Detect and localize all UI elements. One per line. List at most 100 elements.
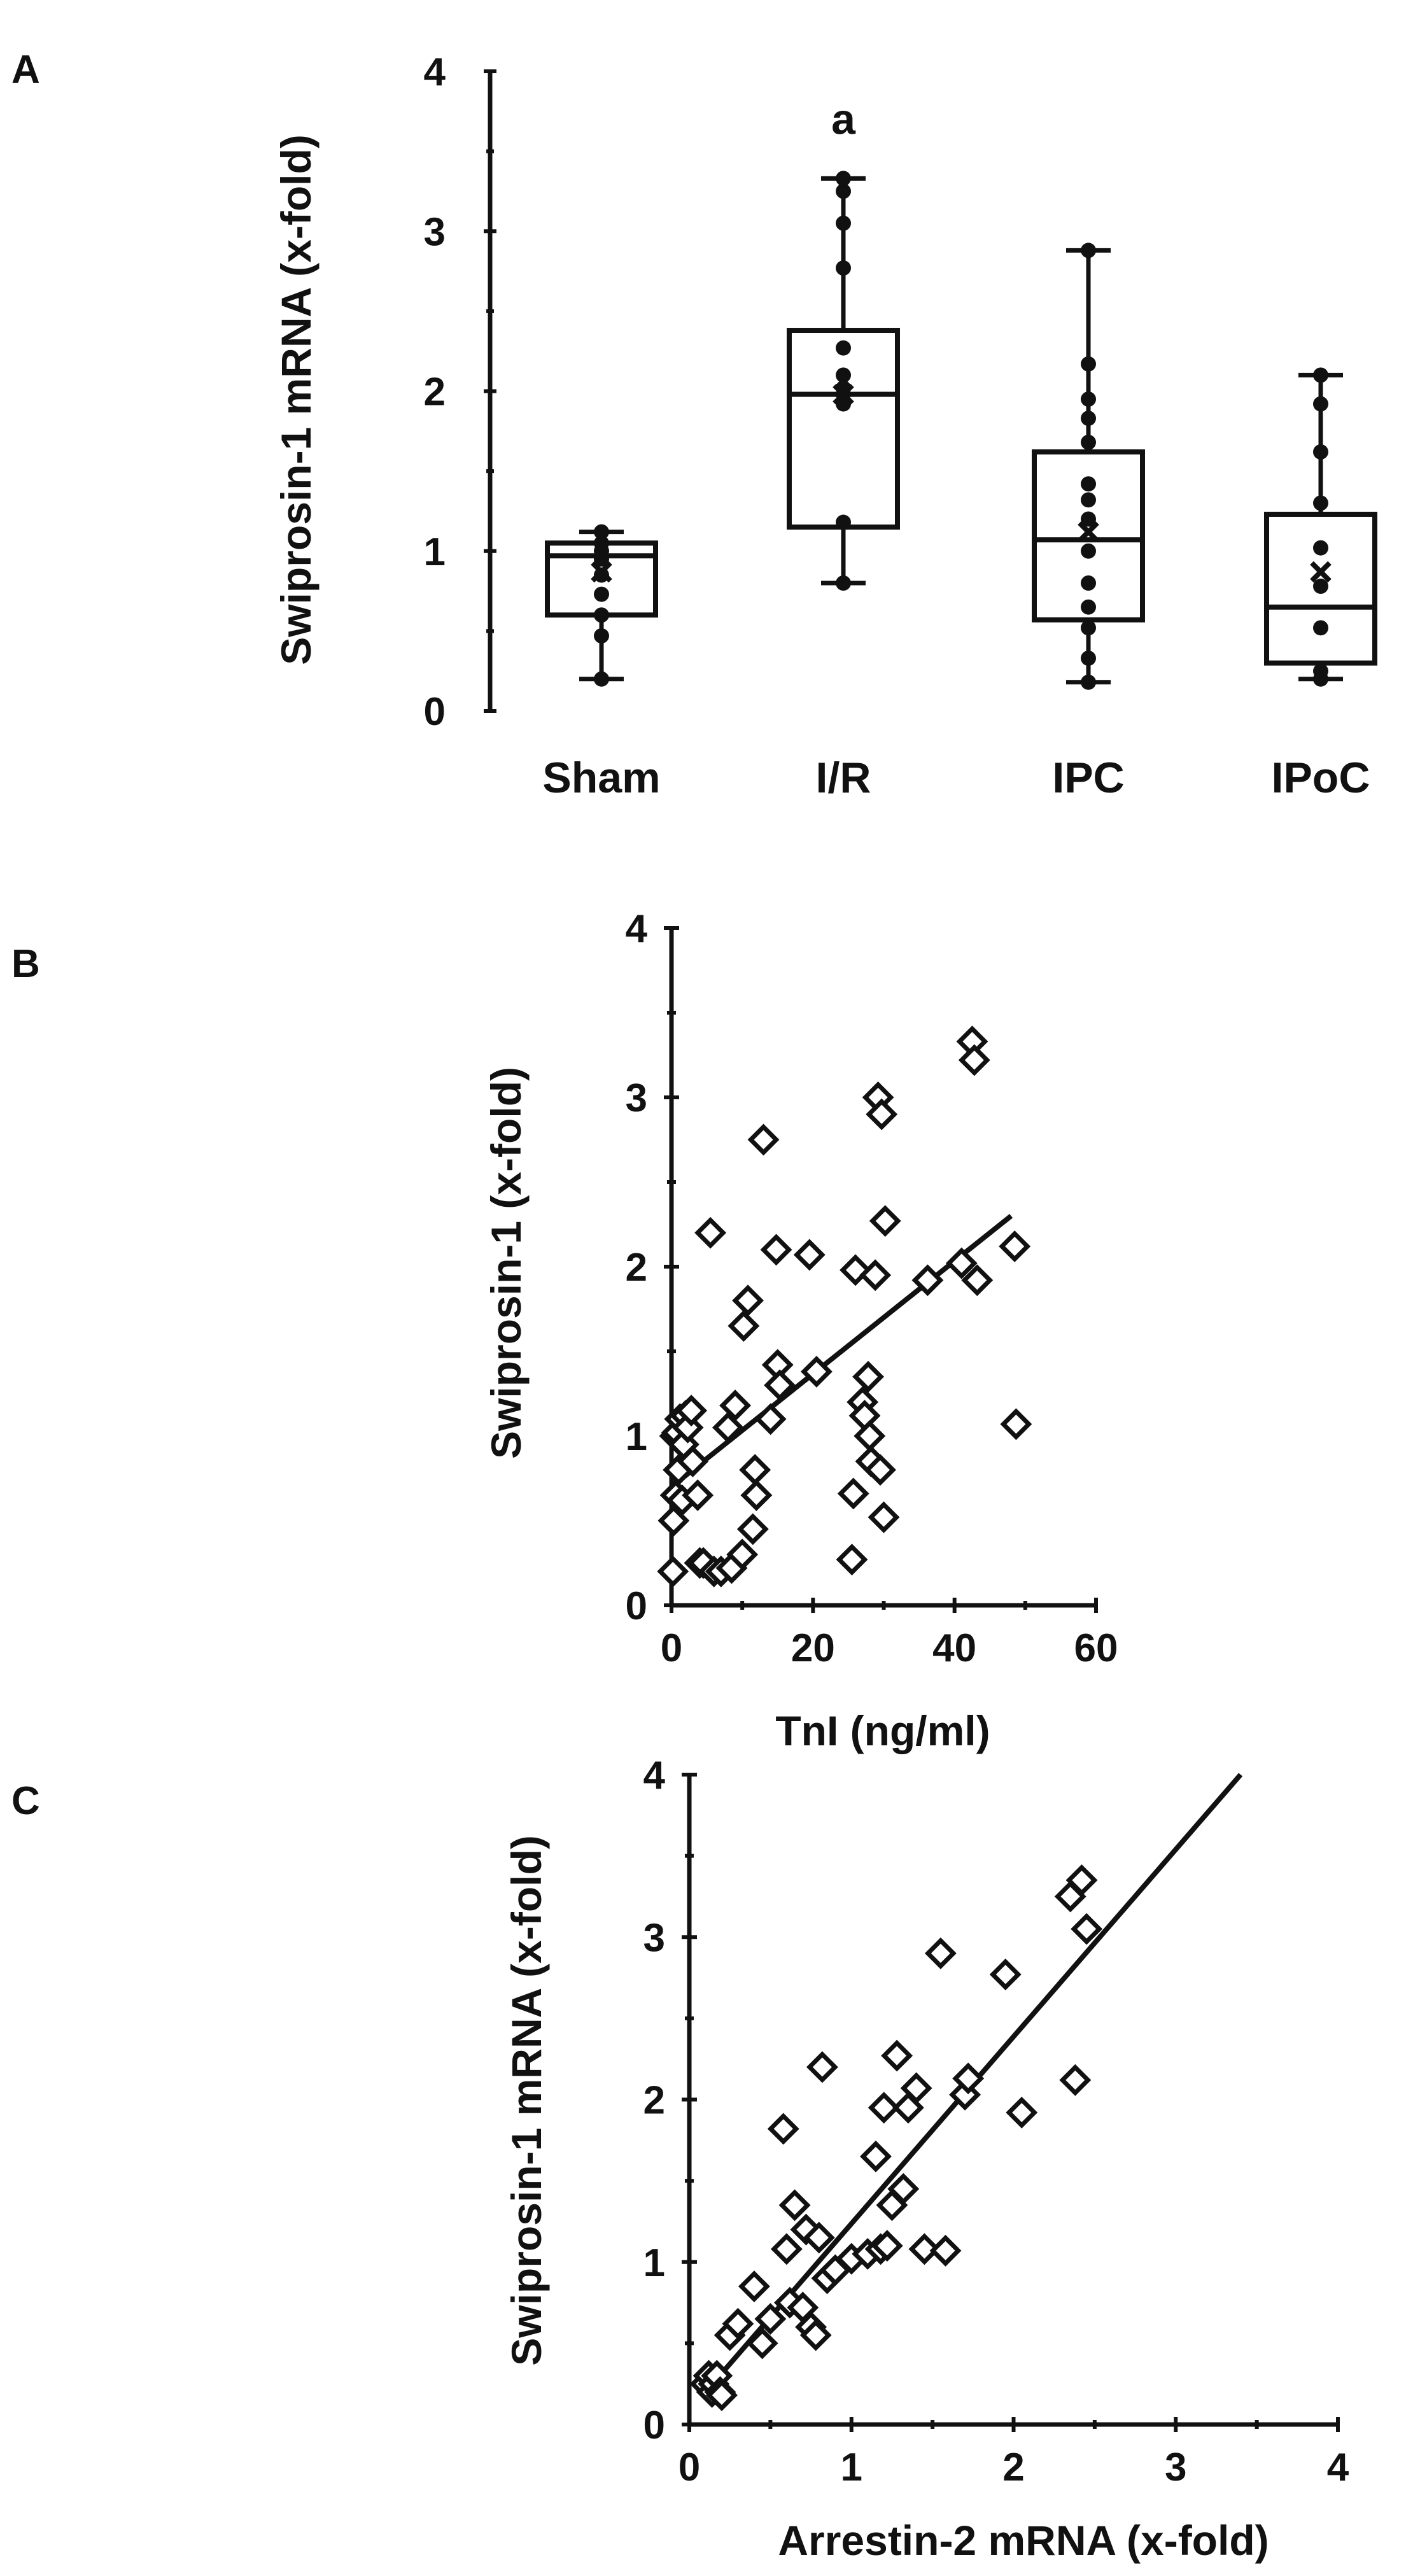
panel-a-ipc-point	[1081, 543, 1096, 559]
panel-b-point	[859, 1259, 892, 1292]
panel-b-y-tick-label: 1	[626, 1415, 647, 1459]
panel-b-point	[793, 1239, 826, 1271]
panel-a-ipc-point	[1081, 492, 1096, 508]
panel-a-ipc-mean-marker	[1078, 521, 1099, 543]
panel-c-x-tick-label: 1	[841, 2446, 862, 2489]
panel-b-point	[958, 1044, 990, 1076]
panel-a-sham-point	[594, 671, 609, 687]
panel-a-y-ticks: 0 1 2 3 4	[424, 50, 496, 734]
panel-b-y-tick-label: 4	[626, 907, 648, 951]
panel-b-point	[694, 1216, 727, 1249]
panel-a-ipc-label: IPC	[1052, 754, 1124, 802]
panel-a-ipoc-point	[1313, 396, 1328, 412]
panel-b-y-tick-label: 3	[626, 1076, 647, 1120]
panel-c-xlabel: Arrestin-2 mRNA (x-fold)	[778, 2517, 1269, 2564]
panel-a-y-tick-label: 0	[424, 690, 446, 734]
panel-b-ylabel: Swiprosin-1 (x-fold)	[482, 1067, 530, 1459]
panel-a-y-tick-label: 1	[424, 530, 446, 574]
panel-b-letter: B	[11, 942, 40, 986]
panel-a-sham-point	[594, 628, 609, 644]
panel-a-ir-point	[836, 260, 851, 276]
panel-c-x-tick-label: 3	[1165, 2446, 1186, 2489]
panel-a-ipc-point	[1081, 391, 1096, 407]
panel-b-point	[726, 1538, 759, 1571]
panel-c-y-tick-label: 0	[643, 2404, 665, 2447]
panel-c-point	[1006, 2096, 1038, 2129]
panel-a-sham-point	[594, 524, 609, 540]
panel-c-point	[767, 2113, 799, 2145]
panel-b-point	[728, 1310, 760, 1342]
panel-c-point	[770, 2233, 803, 2265]
panel-a-ipoc-point	[1313, 620, 1328, 636]
panel-a-sham-mean-marker	[591, 561, 612, 583]
panel-c-point	[860, 2140, 892, 2172]
panel-a-ipoc-point	[1313, 367, 1328, 383]
panel-b-point	[675, 1395, 708, 1427]
panel-a-ipoc-point	[1313, 495, 1328, 511]
panel-b-points	[657, 1025, 1032, 1587]
panel-b-y-tick-label: 2	[626, 1246, 647, 1290]
panel-a-ipc-point	[1081, 511, 1096, 527]
panel-b-x-tick-label: 40	[932, 1626, 976, 1670]
panel-a-ipc-point	[1081, 651, 1096, 666]
panel-c-x-tick-label: 2	[1002, 2446, 1024, 2489]
panel-a-y-tick-label: 2	[424, 370, 446, 414]
panel-c-y-tick-label: 2	[643, 2079, 665, 2123]
panel-c-point	[722, 2307, 754, 2340]
panel-b-point	[657, 1505, 690, 1537]
panel-b-x-tick-label: 0	[661, 1626, 682, 1670]
panel-b-xlabel: TnI (ng/ml)	[775, 1707, 990, 1754]
panel-a-ipc-point	[1081, 243, 1096, 258]
panel-c-point	[989, 1959, 1022, 1990]
panel-c-point	[908, 2233, 941, 2265]
panel-a-ir-point	[836, 575, 851, 591]
panel-c: C Swiprosin-1 mRNA (x-fold) Arrestin-2 m…	[11, 1754, 1349, 2564]
panel-a-ir-point	[836, 514, 851, 530]
panel-b-point	[866, 1098, 898, 1130]
panel-c-point	[881, 2039, 913, 2072]
panel-b-point	[868, 1501, 900, 1533]
panel-a-ipoc-mean-marker	[1310, 561, 1332, 583]
panel-c-y-tick-label: 4	[643, 1754, 666, 1798]
panel-b-point	[719, 1390, 751, 1422]
panel-a-letter: A	[11, 48, 40, 92]
panel-a-y-tick-label: 3	[424, 210, 446, 254]
panel-c-point	[1059, 2064, 1092, 2096]
panel-c-point	[952, 2062, 985, 2095]
panel-a-ir-point	[836, 367, 851, 383]
panel-c-y-tick-label: 1	[643, 2241, 665, 2285]
panel-b-point	[740, 1479, 773, 1512]
panel-c-y-tick-label: 3	[643, 1916, 665, 1960]
panel-a-ipc-point	[1081, 434, 1096, 450]
panel-c-point	[929, 2234, 962, 2267]
panel-b-point	[836, 1544, 868, 1576]
panel-a-ylabel: Swiprosin-1 mRNA (x-fold)	[272, 134, 320, 665]
panel-a-sham-point	[594, 607, 609, 623]
panel-c-point	[900, 2072, 932, 2104]
panel-a-ipc-point	[1081, 575, 1096, 591]
panel-c-point	[806, 2051, 838, 2083]
panel-a-ipoc-label: IPoC	[1272, 754, 1370, 802]
panel-b-x-tick-label: 60	[1074, 1626, 1118, 1670]
panel-c-point	[738, 2270, 770, 2302]
panel-b-point	[712, 1411, 744, 1444]
panel-a-ipoc-point	[1313, 663, 1328, 679]
panel-c-point	[778, 2189, 811, 2221]
panel-a-ipoc-point	[1313, 579, 1328, 595]
panel-a-ipc-point	[1081, 674, 1096, 690]
panel-b-point	[852, 1360, 884, 1393]
panel-c-x-tick-label: 4	[1327, 2446, 1349, 2489]
panel-a-sham-point	[594, 586, 609, 602]
panel-c-ylabel: Swiprosin-1 mRNA (x-fold)	[503, 1835, 550, 2366]
panel-b-point	[864, 1454, 896, 1486]
panel-a-ir-label: I/R	[816, 754, 871, 802]
panel-b-point	[837, 1477, 869, 1510]
panel-c-point	[1065, 1864, 1098, 1896]
panel-b-point	[736, 1513, 769, 1545]
panel-c-point	[871, 2230, 903, 2262]
panel-b-point	[747, 1123, 780, 1156]
panel-a-boxes	[545, 171, 1377, 690]
panel-a-ipoc-point	[1313, 444, 1328, 460]
panel-b: B Swiprosin-1 (x-fold) TnI (ng/ml) 0 1 2 3 4…	[11, 907, 1118, 1754]
panel-b-point	[999, 1230, 1031, 1263]
